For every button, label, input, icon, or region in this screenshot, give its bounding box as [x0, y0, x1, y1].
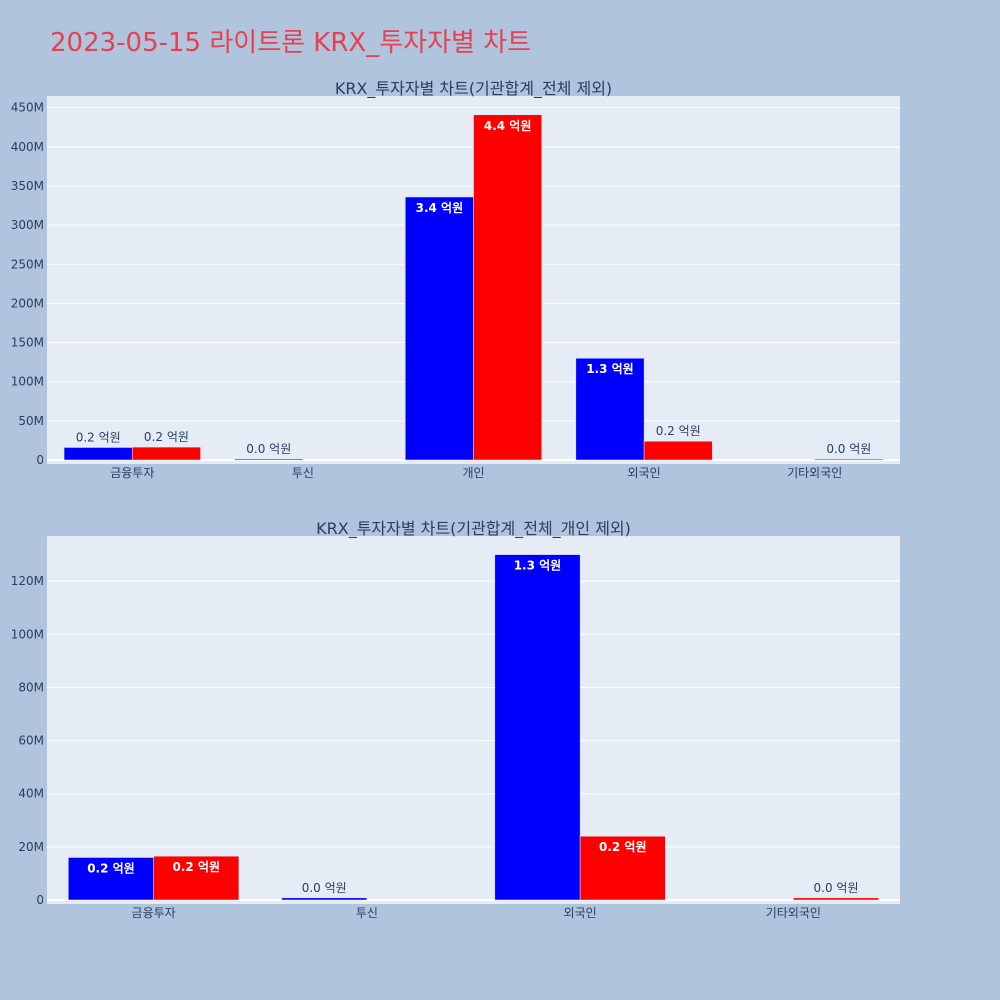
bar-data-label: 0.0 억원 — [826, 442, 871, 456]
y-tick-label: 20M — [18, 840, 44, 854]
y-tick-label: 400M — [11, 140, 44, 154]
bar-data-label: 0.2 억원 — [599, 840, 647, 854]
bar — [405, 196, 474, 461]
y-tick-label: 200M — [11, 296, 44, 310]
chart-title: KRX_투자자별 차트(기관합계_전체_개인 제외) — [316, 519, 631, 539]
bar — [234, 458, 304, 461]
bar — [814, 458, 884, 461]
y-tick-label: 100M — [11, 627, 44, 641]
bar-data-label: 0.2 억원 — [144, 430, 189, 444]
chart-title: KRX_투자자별 차트(기관합계_전체 제외) — [335, 79, 612, 99]
y-tick-label: 120M — [11, 574, 44, 588]
y-tick-label: 100M — [11, 375, 44, 389]
x-tick-label: 기타외국인 — [766, 906, 821, 920]
bar-data-label: 0.2 억원 — [76, 430, 121, 444]
chart-panel-2: 0 20M 40M 60M 80M 100M 120M KRX_투자자별 차트(기관합계_전체… — [11, 519, 900, 920]
x-tick-label: 외국인 — [564, 906, 597, 920]
bar — [153, 855, 240, 901]
bar — [473, 114, 542, 461]
bar — [132, 446, 201, 461]
chart-panel-1: 0 50M 100M 150M 200M 250M 300M 350M 400M 450M KRX_… — [11, 79, 900, 480]
bar — [579, 835, 666, 901]
y-tick-label: 300M — [11, 218, 44, 232]
x-tick-label: 기타외국인 — [787, 466, 842, 480]
bar-data-label: 0.0 억원 — [246, 442, 291, 456]
bar — [63, 447, 133, 461]
y-tick-label: 0 — [36, 893, 44, 907]
bar-data-label: 3.4 억원 — [416, 201, 464, 215]
bar — [575, 357, 645, 461]
y-tick-label: 0 — [36, 453, 44, 467]
bar — [281, 897, 368, 901]
y-tick-label: 350M — [11, 179, 44, 193]
bar — [494, 554, 581, 901]
x-tick-label: 투신 — [292, 466, 314, 480]
x-tick-label: 투신 — [356, 906, 378, 920]
bar — [643, 440, 713, 461]
y-tick-label: 60M — [18, 734, 44, 748]
y-tick-label: 40M — [18, 787, 44, 801]
bar-data-label: 0.2 억원 — [87, 861, 135, 875]
plot-area — [47, 536, 900, 904]
y-tick-label: 50M — [18, 414, 44, 428]
bar-data-label: 0.0 억원 — [814, 881, 859, 895]
y-tick-label: 150M — [11, 336, 44, 350]
bar-data-label: 0.2 억원 — [656, 424, 701, 438]
bar-data-label: 1.3 억원 — [586, 362, 634, 376]
y-tick-label: 80M — [18, 680, 44, 694]
bar-data-label: 1.3 억원 — [514, 559, 562, 573]
page-title: 2023-05-15 라이트론 KRX_투자자별 차트 — [50, 28, 532, 58]
bar — [68, 857, 154, 901]
bar-data-label: 0.2 억원 — [173, 860, 221, 874]
bar-data-label: 0.0 억원 — [302, 881, 347, 895]
bar-data-label: 4.4 억원 — [484, 119, 532, 133]
y-tick-label: 250M — [11, 257, 44, 271]
x-tick-label: 금융투자 — [110, 466, 154, 480]
bar — [793, 897, 879, 901]
y-tick-label: 450M — [11, 101, 44, 115]
x-tick-label: 개인 — [462, 466, 484, 480]
x-tick-label: 외국인 — [628, 466, 661, 480]
x-tick-label: 금융투자 — [132, 906, 176, 920]
